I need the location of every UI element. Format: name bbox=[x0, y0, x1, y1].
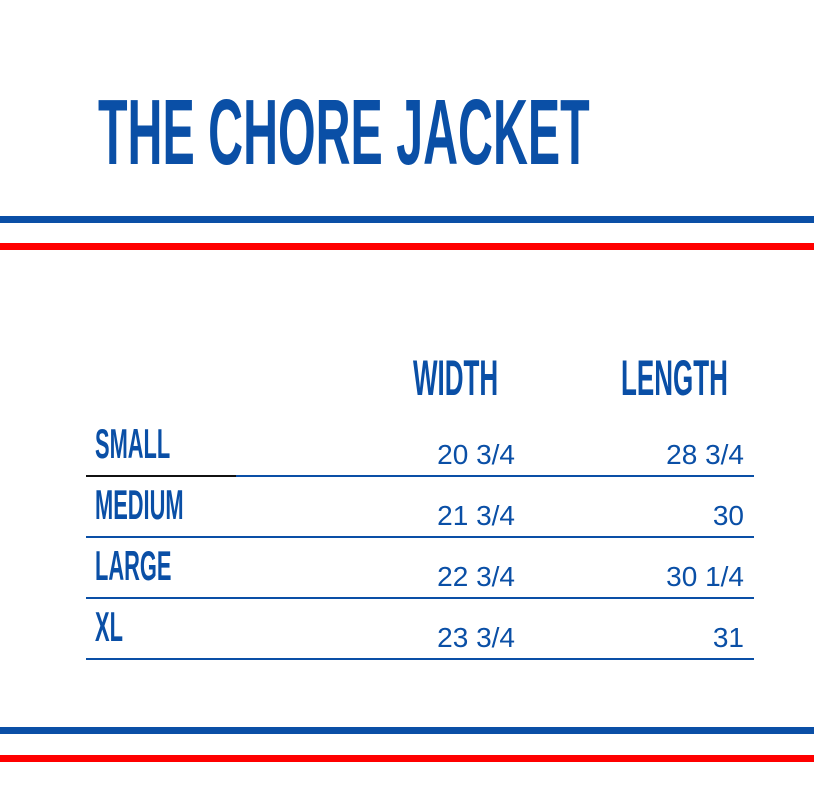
length-value: 30 1/4 bbox=[666, 561, 744, 592]
column-header-width: WIDTH bbox=[413, 350, 499, 406]
row-divider bbox=[86, 475, 754, 477]
top-red-stripe bbox=[0, 243, 814, 250]
width-value: 23 3/4 bbox=[437, 622, 515, 653]
length-value: 28 3/4 bbox=[666, 439, 744, 470]
length-value: 31 bbox=[712, 622, 744, 653]
size-label: MEDIUM bbox=[95, 481, 184, 528]
column-header-length: LENGTH bbox=[621, 350, 728, 406]
row-divider bbox=[86, 536, 754, 538]
size-label: SMALL bbox=[95, 420, 171, 467]
row-divider bbox=[86, 658, 754, 660]
page-title: THE CHORE JACKET bbox=[98, 80, 590, 184]
row-divider-black-segment bbox=[86, 475, 236, 477]
bottom-red-stripe bbox=[0, 755, 814, 762]
width-value: 21 3/4 bbox=[437, 500, 515, 531]
size-label: XL bbox=[95, 603, 123, 650]
length-value: 30 bbox=[712, 500, 744, 531]
width-value: 22 3/4 bbox=[437, 561, 515, 592]
row-divider bbox=[86, 597, 754, 599]
size-label: LARGE bbox=[95, 542, 172, 589]
width-value: 20 3/4 bbox=[437, 439, 515, 470]
top-blue-stripe bbox=[0, 216, 814, 223]
bottom-blue-stripe bbox=[0, 727, 814, 734]
